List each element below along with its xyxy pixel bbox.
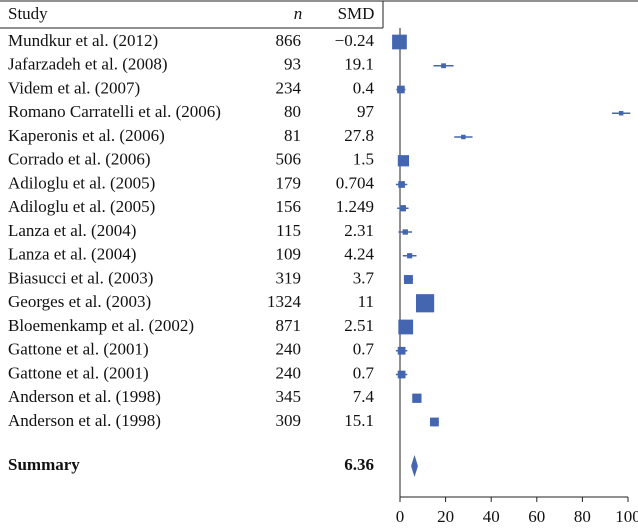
study-label: Anderson et al. (1998) (8, 411, 161, 430)
x-tick-label: 40 (483, 507, 500, 526)
smd-label: 27.8 (344, 126, 374, 145)
study-label: Biasucci et al. (2003) (8, 268, 153, 287)
n-label: 866 (276, 31, 302, 50)
n-label: 115 (276, 221, 301, 240)
study-box (402, 229, 408, 235)
study-box (441, 63, 446, 69)
smd-label: 2.31 (344, 221, 374, 240)
study-box (397, 370, 406, 379)
n-label: 319 (276, 268, 302, 287)
summary-value-label: 6.36 (344, 455, 374, 474)
study-box (415, 294, 435, 313)
column-header: SMD (338, 4, 375, 23)
column-header: Study (8, 4, 48, 23)
n-label: 156 (276, 197, 302, 216)
smd-label: 3.7 (353, 268, 375, 287)
study-box (399, 205, 406, 212)
smd-label: 2.51 (344, 316, 374, 335)
n-label: 240 (276, 363, 302, 382)
summary-diamond (411, 455, 418, 477)
study-box (461, 134, 466, 140)
study-label: Adiloglu et al. (2005) (8, 197, 155, 216)
n-label: 1324 (267, 292, 302, 311)
study-label: Anderson et al. (1998) (8, 387, 161, 406)
study-label: Kaperonis et al. (2006) (8, 126, 165, 145)
x-tick-label: 60 (528, 507, 545, 526)
smd-label: 0.4 (353, 78, 375, 97)
smd-label: 11 (358, 292, 374, 311)
study-box (398, 319, 414, 335)
study-box (398, 181, 405, 188)
n-label: 80 (284, 102, 301, 121)
summary-label: Summary (8, 455, 80, 474)
study-label: Lanza et al. (2004) (8, 221, 136, 240)
smd-label: −0.24 (335, 31, 375, 50)
study-box (397, 85, 405, 94)
smd-label: 0.7 (353, 340, 375, 359)
study-label: Georges et al. (2003) (8, 292, 151, 311)
n-label: 871 (276, 316, 302, 335)
study-label: Lanza et al. (2004) (8, 245, 136, 264)
smd-label: 0.704 (336, 173, 375, 192)
smd-label: 1.249 (336, 197, 374, 216)
smd-label: 4.24 (344, 245, 374, 264)
x-tick-label: 80 (574, 507, 591, 526)
study-label: Mundkur et al. (2012) (8, 31, 158, 50)
smd-label: 7.4 (353, 387, 375, 406)
column-header: n (294, 4, 303, 23)
smd-label: 15.1 (344, 411, 374, 430)
study-box (618, 111, 624, 116)
n-label: 179 (276, 173, 302, 192)
smd-label: 1.5 (353, 150, 374, 169)
study-label: Gattone et al. (2001) (8, 363, 149, 382)
study-box (407, 253, 413, 259)
smd-label: 0.7 (353, 363, 375, 382)
study-label: Corrado et al. (2006) (8, 150, 151, 169)
study-label: Adiloglu et al. (2005) (8, 173, 155, 192)
study-box (430, 417, 439, 427)
n-label: 93 (284, 55, 301, 74)
study-label: Jafarzadeh et al. (2008) (8, 55, 168, 74)
n-label: 345 (276, 387, 302, 406)
n-label: 240 (276, 340, 302, 359)
n-label: 81 (284, 126, 301, 145)
n-label: 109 (276, 245, 302, 264)
smd-label: 97 (357, 102, 375, 121)
n-label: 234 (276, 78, 302, 97)
study-box (403, 275, 413, 284)
study-label: Romano Carratelli et al. (2006) (8, 102, 221, 121)
n-label: 506 (276, 150, 302, 169)
study-label: Gattone et al. (2001) (8, 340, 149, 359)
smd-label: 19.1 (344, 55, 374, 74)
study-box (412, 393, 422, 403)
x-tick-label: 100 (615, 507, 638, 526)
study-box (397, 155, 410, 167)
n-label: 309 (276, 411, 302, 430)
x-tick-label: 0 (396, 507, 405, 526)
x-tick-label: 20 (437, 507, 454, 526)
study-box (392, 34, 407, 50)
study-box (397, 346, 406, 355)
study-label: Bloemenkamp et al. (2002) (8, 316, 194, 335)
study-label: Videm et al. (2007) (8, 78, 140, 97)
